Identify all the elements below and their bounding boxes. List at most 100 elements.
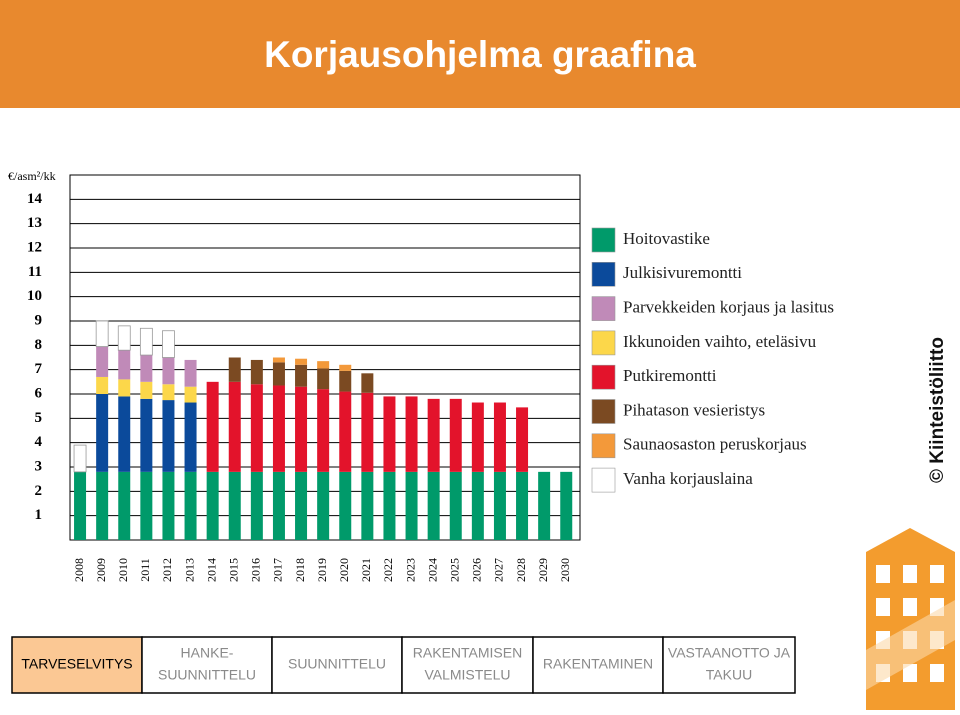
- copyright: © Kiinteistöliitto: [927, 337, 948, 483]
- legend-swatch: [591, 330, 616, 356]
- step-label: RAKENTAMISEN: [413, 645, 522, 661]
- step-label: VASTAANOTTO JA: [668, 645, 791, 661]
- bar-segment: [184, 359, 197, 387]
- bar-segment: [118, 350, 131, 380]
- x-tick-label: 2020: [337, 558, 351, 582]
- y-tick-label: 6: [35, 385, 43, 401]
- bar-segment: [184, 386, 197, 403]
- x-tick-label: 2025: [448, 558, 462, 582]
- x-tick-label: 2028: [514, 558, 528, 582]
- x-tick-label: 2026: [470, 558, 484, 582]
- legend-swatch: [591, 261, 616, 287]
- step-label: SUUNNITTELU: [158, 667, 256, 683]
- bar-segment: [118, 396, 131, 472]
- bar-segment: [383, 396, 396, 472]
- bar-segment: [250, 359, 263, 385]
- bar-segment: [317, 389, 330, 472]
- bar-segment: [117, 325, 131, 351]
- x-tick-label: 2023: [403, 558, 417, 582]
- bar-segment: [405, 396, 418, 472]
- bar-segment: [317, 471, 330, 540]
- bar-segment: [96, 346, 109, 377]
- bar-segment: [317, 368, 330, 390]
- step-label: TAKUU: [706, 667, 752, 683]
- bar-segment: [361, 392, 374, 472]
- y-axis-label: €/asm²/kk: [8, 169, 56, 183]
- bar-segment: [272, 385, 285, 472]
- bar-segment: [140, 471, 153, 540]
- y-tick-label: 14: [27, 191, 43, 207]
- step-box: [11, 636, 143, 694]
- step-label: HANKE-: [181, 645, 234, 661]
- x-tick-label: 2009: [94, 558, 108, 582]
- y-tick-label: 11: [28, 264, 42, 280]
- bar-segment: [339, 471, 352, 540]
- legend-label: Vanha korjauslaina: [623, 469, 753, 488]
- bar-segment: [516, 471, 529, 540]
- header-bar: [0, 0, 960, 108]
- bar-segment: [184, 471, 197, 540]
- bar-segment: [96, 394, 109, 472]
- bar-segment: [228, 381, 241, 472]
- bar-segment: [95, 320, 109, 347]
- x-tick-label: 2012: [160, 558, 174, 582]
- bar-segment: [118, 379, 131, 397]
- y-tick-label: 7: [35, 361, 43, 377]
- bar-segment: [140, 381, 153, 399]
- legend-label: Pihatason vesieristys: [623, 400, 765, 419]
- bar-segment: [162, 400, 175, 472]
- legend-swatch: [591, 399, 616, 424]
- bar-segment: [272, 362, 285, 386]
- bar-segment: [317, 361, 330, 369]
- bar-segment: [162, 357, 175, 385]
- bar-segment: [272, 357, 285, 363]
- bar-segment: [272, 471, 285, 540]
- y-tick-label: 2: [35, 483, 43, 499]
- legend-label: Parvekkeiden korjaus ja lasitus: [623, 298, 834, 317]
- bar-segment: [184, 402, 197, 472]
- legend-label: Hoitovastike: [623, 229, 710, 248]
- bar-segment: [449, 398, 462, 472]
- step-label: SUUNNITTELU: [288, 656, 386, 672]
- bar-segment: [228, 357, 241, 382]
- bar-segment: [295, 364, 308, 387]
- x-tick-label: 2010: [116, 558, 130, 582]
- bar-segment: [139, 327, 153, 356]
- bar-segment: [405, 471, 418, 540]
- x-tick-label: 2029: [536, 558, 550, 582]
- bar-segment: [96, 471, 109, 540]
- x-tick-label: 2013: [182, 558, 196, 582]
- x-tick-label: 2017: [271, 558, 285, 582]
- step-label: TARVESELVITYS: [21, 656, 132, 672]
- step-label: RAKENTAMINEN: [543, 656, 653, 672]
- bar-segment: [493, 471, 506, 540]
- bar-segment: [162, 471, 175, 540]
- bar-segment: [73, 444, 87, 473]
- y-tick-label: 8: [35, 337, 43, 353]
- bar-segment: [471, 402, 484, 472]
- x-tick-label: 2015: [227, 558, 241, 582]
- x-tick-label: 2022: [381, 558, 395, 582]
- bar-segment: [339, 370, 352, 392]
- slide-title: Korjausohjelma graafina: [264, 34, 696, 75]
- legend-swatch: [591, 364, 616, 390]
- x-tick-label: 2030: [558, 558, 572, 582]
- bar-segment: [516, 407, 529, 472]
- bar-segment: [295, 471, 308, 540]
- y-tick-label: 5: [35, 410, 43, 426]
- bar-segment: [427, 398, 440, 472]
- y-tick-label: 9: [35, 312, 43, 328]
- bar-segment: [560, 471, 573, 540]
- bar-segment: [427, 471, 440, 540]
- y-tick-label: 10: [27, 288, 42, 304]
- legend-label: Putkiremontti: [623, 366, 717, 385]
- y-tick-label: 13: [27, 215, 42, 231]
- x-tick-label: 2008: [72, 558, 86, 582]
- bar-segment: [228, 471, 241, 540]
- bar-segment: [250, 384, 263, 472]
- bar-segment: [449, 471, 462, 540]
- y-tick-label: 12: [27, 239, 42, 255]
- bar-segment: [206, 381, 219, 472]
- process-steps: TARVESELVITYS HANKE- SUUNNITTELU SUUNNITTEL…: [11, 636, 796, 694]
